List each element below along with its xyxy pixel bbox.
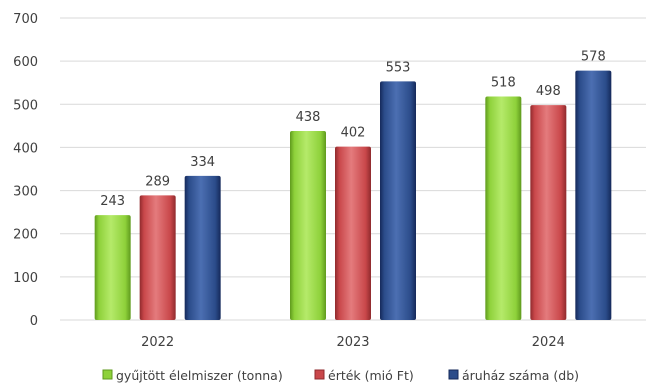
data-label: 243: [100, 194, 125, 209]
bar: [290, 131, 326, 320]
legend: gyűjtött élelmiszer (tonna) érték (mió Ft…: [102, 368, 579, 383]
y-tick-label: 300: [13, 185, 38, 200]
data-label: 334: [190, 155, 215, 170]
y-tick-label: 100: [13, 271, 38, 286]
x-category-label: 2024: [532, 335, 565, 350]
y-tick-label: 400: [13, 141, 38, 156]
data-label: 438: [296, 110, 321, 125]
data-label: 289: [145, 174, 170, 189]
data-label: 578: [581, 50, 606, 65]
bar: [94, 215, 131, 320]
y-tick-label: 200: [13, 228, 38, 243]
x-axis-categories: 2022 2023 2024: [141, 335, 565, 350]
bars: [94, 70, 612, 321]
x-category-label: 2022: [141, 335, 174, 350]
legend-label: áruház száma (db): [462, 368, 579, 383]
bar: [184, 175, 221, 320]
legend-swatch: [102, 369, 113, 380]
data-label: 553: [386, 60, 411, 75]
legend-swatch: [448, 369, 459, 380]
y-tick-label: 0: [30, 314, 38, 329]
y-axis-ticks: 0 100 200 300 400 500 600 700: [13, 12, 38, 329]
data-labels: 243 289 334 438 402 553 518 498 578: [100, 50, 605, 210]
y-tick-label: 700: [13, 12, 38, 27]
legend-swatch: [314, 369, 325, 380]
y-tick-label: 500: [13, 98, 38, 113]
bar: [380, 81, 416, 320]
legend-label: érték (mió Ft): [328, 368, 414, 383]
bar: [335, 146, 371, 320]
data-label: 518: [491, 76, 516, 91]
bar: [139, 195, 176, 320]
data-label: 402: [341, 126, 366, 141]
data-label: 498: [536, 84, 561, 99]
y-tick-label: 600: [13, 55, 38, 70]
x-category-label: 2023: [336, 335, 369, 350]
bar: [530, 105, 567, 320]
bar: [575, 70, 612, 321]
bar: [485, 96, 522, 321]
legend-label: gyűjtött élelmiszer (tonna): [116, 368, 283, 383]
